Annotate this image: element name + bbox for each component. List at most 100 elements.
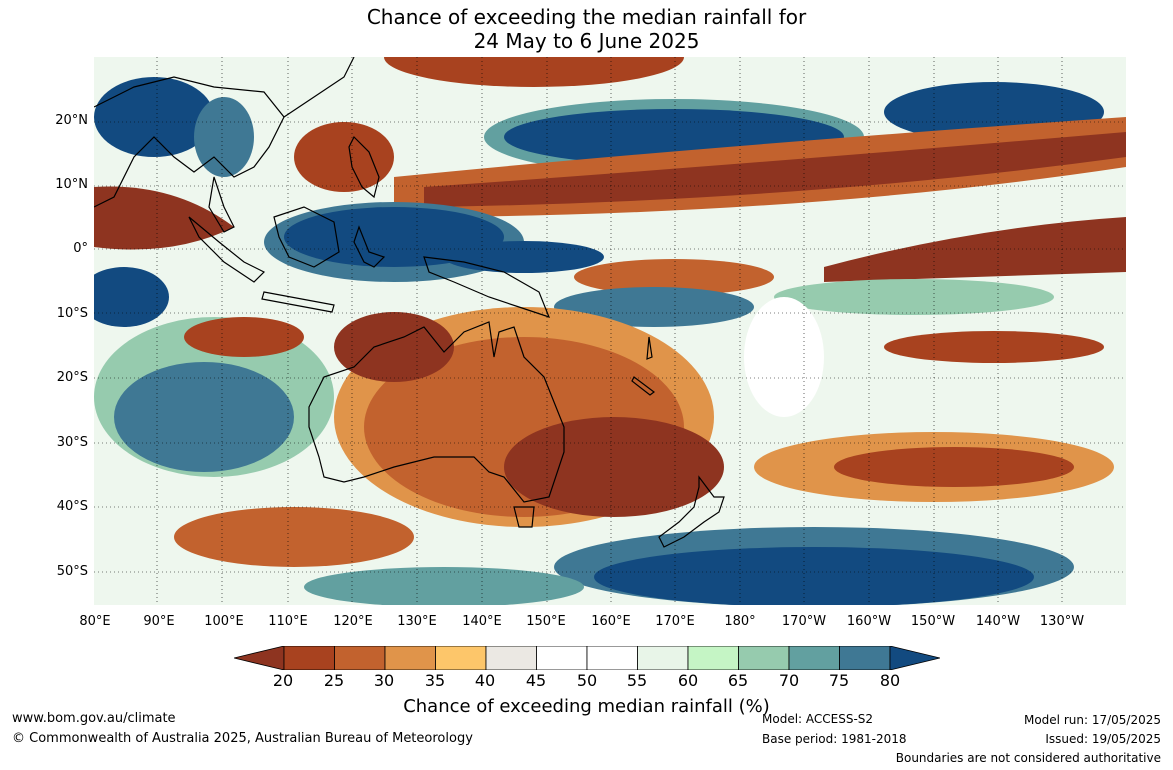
lon-label: 90°E [143, 614, 175, 629]
brown-region [94, 186, 234, 250]
colorbar-segment [687, 646, 739, 670]
brown-region [824, 217, 1126, 282]
lon-label: 130°E [397, 614, 437, 629]
colorbar-segment [839, 646, 891, 670]
colorbar [234, 646, 940, 670]
colorbar-tick: 25 [323, 671, 345, 690]
model-run-text: Model run: 17/05/2025 [1023, 713, 1161, 727]
base-period-text: Base period: 1981-2018 [762, 732, 907, 746]
rainfall-field [94, 57, 1126, 605]
lon-label: 80°E [79, 614, 111, 629]
lat-label: 20°N [55, 113, 88, 128]
brown-region [174, 507, 414, 567]
colorbar-segment [384, 646, 436, 670]
new-caledonia-coastline [631, 376, 655, 396]
indochina-coastline [94, 76, 285, 208]
map-title-line1: Chance of exceeding the median rainfall … [366, 5, 807, 29]
sumatra-coastline [188, 216, 266, 283]
brown-region [384, 57, 684, 87]
brown-region [424, 132, 1126, 207]
colorbar-segment [788, 646, 840, 670]
colorbar-segment [536, 646, 588, 670]
colorbar-segment [334, 646, 386, 670]
colorbar-tick: 20 [272, 671, 294, 690]
colorbar-segment [485, 646, 537, 670]
lon-label: 160°W [846, 614, 892, 629]
lat-label: 20°S [56, 370, 88, 385]
colorbar-segment [435, 646, 487, 670]
colorbar-tick: 65 [727, 671, 749, 690]
lon-label: 130°W [1039, 614, 1085, 629]
website-link[interactable]: www.bom.gov.au/climate [12, 711, 176, 726]
colorbar-tick: 55 [626, 671, 648, 690]
lon-label: 110°E [268, 614, 308, 629]
colorbar-extend-high [889, 646, 940, 670]
java-coastline [261, 291, 335, 313]
philippines-coastline [348, 135, 380, 199]
borneo-coastline [273, 206, 340, 268]
colorbar-tick: 60 [677, 671, 699, 690]
blue-region [594, 547, 1034, 605]
colorbar-tick: 30 [373, 671, 395, 690]
graticule [94, 57, 1126, 605]
green-region [774, 279, 1054, 315]
colorbar-tick: 45 [525, 671, 547, 690]
lon-label: 100°E [204, 614, 244, 629]
brown-region [834, 447, 1074, 487]
brown-region [294, 122, 394, 192]
disclaimer-text: Boundaries are not considered authoritat… [895, 751, 1161, 765]
lat-label: 40°S [56, 499, 88, 514]
australia-coastline [308, 321, 565, 503]
coastlines [94, 57, 725, 548]
colorbar-segment [637, 646, 689, 670]
copyright-text: © Commonwealth of Australia 2025, Austra… [12, 731, 473, 746]
blue-region [554, 287, 754, 327]
blue-region [444, 241, 604, 273]
vanuatu-coastline [646, 336, 653, 360]
lat-label: 0° [73, 241, 88, 256]
colorbar-segment [283, 646, 335, 670]
colorbar-tick: 70 [778, 671, 800, 690]
lon-label: 170°W [781, 614, 827, 629]
lat-label: 10°S [56, 306, 88, 321]
new-zealand-coastline [658, 475, 725, 548]
brown-region [184, 317, 304, 357]
rainfall-map [94, 57, 1126, 605]
neutral-region [744, 297, 824, 417]
blue-region [304, 567, 584, 605]
lat-label: 50°S [56, 564, 88, 579]
china-coastline [283, 57, 355, 118]
issued-text: Issued: 19/05/2025 [1045, 732, 1161, 746]
lon-label: 120°E [333, 614, 373, 629]
lat-label: 30°S [56, 435, 88, 450]
new-guinea-coastline [423, 256, 551, 318]
colorbar-tick: 75 [828, 671, 850, 690]
lat-label: 10°N [55, 177, 88, 192]
blue-region [114, 362, 294, 472]
colorbar-tick: 40 [474, 671, 496, 690]
lon-label: 150°E [526, 614, 566, 629]
colorbar-segment [586, 646, 638, 670]
blue-region [94, 267, 169, 327]
colorbar-tick: 35 [424, 671, 446, 690]
brown-region [334, 312, 454, 382]
map-title-line2: 24 May to 6 June 2025 [473, 29, 700, 53]
blue-region [94, 77, 214, 157]
tasmania-coastline [513, 506, 535, 528]
lon-label: 170°E [655, 614, 695, 629]
brown-region [574, 259, 774, 295]
lon-label: 180° [724, 614, 756, 629]
colorbar-segment [738, 646, 790, 670]
colorbar-tick: 50 [576, 671, 598, 690]
brown-region [884, 331, 1104, 363]
colorbar-tick: 80 [879, 671, 901, 690]
blue-region [194, 97, 254, 177]
colorbar-extend-low [234, 646, 285, 670]
sulawesi-coastline [353, 225, 386, 268]
colorbar-label: Chance of exceeding median rainfall (%) [403, 696, 770, 717]
lon-label: 140°E [462, 614, 502, 629]
lon-label: 140°W [975, 614, 1021, 629]
brown-region [504, 417, 724, 517]
lon-label: 150°W [910, 614, 956, 629]
model-text: Model: ACCESS-S2 [762, 712, 874, 726]
